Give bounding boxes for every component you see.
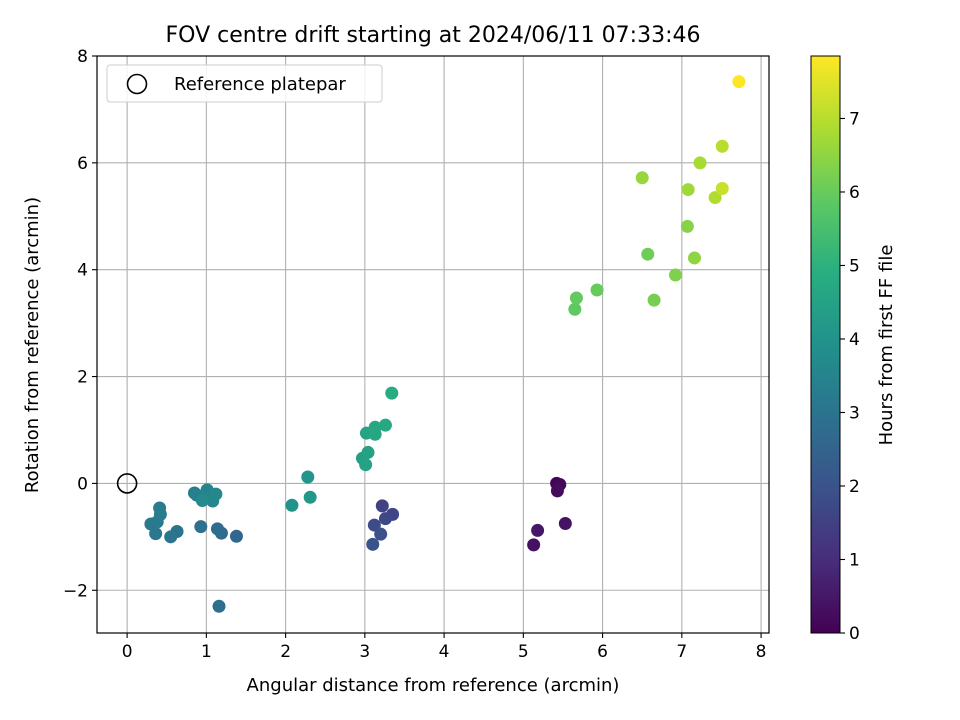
data-points <box>144 75 746 613</box>
legend-marker <box>126 73 148 95</box>
data-point <box>569 291 583 305</box>
data-point <box>715 181 729 195</box>
data-point <box>693 156 707 170</box>
x-axis-label: Angular distance from reference (arcmin) <box>247 675 620 696</box>
colorbar-ticks: 0 1 2 3 4 5 6 7 <box>840 109 860 644</box>
x-tick-label: 8 <box>756 642 767 662</box>
colorbar-tick-label: 6 <box>849 183 860 203</box>
data-point <box>680 219 694 233</box>
legend: Reference platepar <box>106 64 383 103</box>
data-point <box>301 470 315 484</box>
colorbar-tick-label: 0 <box>849 624 860 644</box>
x-tick-label: 0 <box>122 642 133 662</box>
plot-area <box>97 56 769 633</box>
data-point <box>558 516 572 530</box>
data-point <box>209 487 223 501</box>
data-point <box>647 293 661 307</box>
data-point <box>681 183 695 197</box>
data-point <box>378 418 392 432</box>
y-tick-label: 2 <box>77 368 88 388</box>
colorbar-label: Hours from first FF file <box>876 245 897 446</box>
data-point <box>366 537 380 551</box>
x-tick-label: 3 <box>359 642 370 662</box>
data-point <box>368 420 382 434</box>
plot-frame <box>96 55 770 634</box>
colorbar-tick-label: 1 <box>849 550 860 570</box>
data-point <box>550 484 564 498</box>
y-tick-label: −2 <box>63 581 88 601</box>
y-axis-ticks: −2 0 2 4 6 8 <box>63 47 97 601</box>
data-point <box>375 499 389 513</box>
data-point <box>635 171 649 185</box>
y-axis-label: Rotation from reference (arcmin) <box>22 197 43 493</box>
data-point <box>210 522 224 536</box>
data-point <box>688 251 702 265</box>
data-point <box>153 501 167 515</box>
data-point <box>668 268 682 282</box>
data-point <box>303 490 317 504</box>
y-tick-label: 0 <box>77 474 88 494</box>
data-point <box>590 283 604 297</box>
chart-title: FOV centre drift starting at 2024/06/11 … <box>166 23 701 48</box>
x-tick-label: 5 <box>518 642 529 662</box>
colorbar-tick-label: 3 <box>849 403 860 423</box>
colorbar: 0 1 2 3 4 5 6 7 Hours from first FF file <box>810 55 897 644</box>
data-point <box>164 530 178 544</box>
y-tick-label: 4 <box>77 261 88 281</box>
data-point <box>149 527 163 541</box>
colorbar-tick-label: 7 <box>849 109 860 129</box>
data-point <box>378 512 392 526</box>
data-point <box>229 529 243 543</box>
data-point <box>361 445 375 459</box>
data-point <box>732 75 746 89</box>
data-point <box>708 191 722 205</box>
data-point <box>531 523 545 537</box>
data-point <box>568 302 582 316</box>
y-tick-label: 8 <box>77 47 88 67</box>
data-point <box>194 520 208 534</box>
legend-box <box>106 64 383 103</box>
x-axis-ticks: 0 1 2 3 4 5 6 7 8 <box>122 633 767 662</box>
data-point <box>367 518 381 532</box>
data-point <box>359 458 373 472</box>
colorbar-tick-label: 2 <box>849 477 860 497</box>
data-point <box>715 139 729 153</box>
data-point <box>374 527 388 541</box>
x-tick-label: 6 <box>597 642 608 662</box>
colorbar-tick-label: 5 <box>849 256 860 276</box>
x-tick-label: 7 <box>676 642 687 662</box>
data-point <box>212 599 226 613</box>
x-tick-label: 1 <box>201 642 212 662</box>
grid <box>97 55 769 633</box>
colorbar-gradient <box>810 55 841 634</box>
x-tick-label: 2 <box>280 642 291 662</box>
x-tick-label: 4 <box>439 642 450 662</box>
y-tick-label: 6 <box>77 154 88 174</box>
data-point <box>195 494 209 508</box>
data-point <box>641 247 655 261</box>
data-point <box>527 538 541 552</box>
legend-label: Reference platepar <box>174 74 346 95</box>
reference-marker <box>116 473 138 494</box>
colorbar-tick-label: 4 <box>849 330 860 350</box>
data-point <box>285 498 299 512</box>
data-point <box>385 386 399 400</box>
